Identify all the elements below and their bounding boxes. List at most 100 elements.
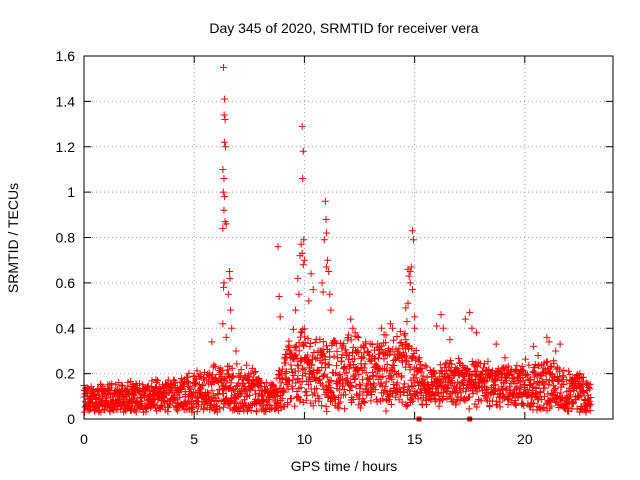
background-point (214, 391, 222, 399)
y-axis-label: SRMTID / TECUs (5, 183, 21, 293)
background-point (393, 333, 401, 341)
background-point (312, 355, 320, 363)
data-point (408, 227, 416, 235)
data-point (325, 268, 333, 276)
background-point (547, 402, 555, 410)
background-point (566, 370, 574, 378)
data-point (556, 340, 564, 348)
background-point (291, 402, 299, 410)
background-point (365, 351, 373, 359)
background-point (208, 396, 216, 404)
background-point (319, 338, 327, 346)
data-point (276, 313, 284, 321)
background-point (406, 366, 414, 374)
background-point (379, 395, 387, 403)
data-point (294, 274, 302, 282)
background-point (581, 395, 589, 403)
y-tick-label: 1.4 (56, 93, 76, 109)
background-point (460, 377, 468, 385)
background-point (382, 378, 390, 386)
background-point (465, 405, 473, 413)
background-point (422, 400, 430, 408)
background-point (438, 396, 446, 404)
background-point (546, 363, 554, 371)
background-point (212, 374, 220, 382)
data-point (298, 122, 306, 130)
data-point (351, 329, 359, 337)
background-point (360, 397, 368, 405)
data-point (295, 290, 303, 298)
background-point (341, 405, 349, 413)
background-point (292, 351, 300, 359)
background-point (300, 366, 308, 374)
background-point (504, 362, 512, 370)
background-point (579, 387, 587, 395)
data-point (220, 63, 228, 71)
data-point (232, 347, 240, 355)
background-point (540, 380, 548, 388)
background-point (282, 359, 290, 367)
background-point (241, 382, 249, 390)
background-point (567, 387, 575, 395)
background-point (412, 347, 420, 355)
background-point (402, 352, 410, 360)
background-point (281, 355, 289, 363)
background-point (522, 371, 530, 379)
background-point (398, 372, 406, 380)
background-point (103, 402, 111, 410)
background-point (472, 362, 480, 370)
background-point (292, 379, 300, 387)
background-point (585, 383, 593, 391)
background-point (309, 391, 317, 399)
background-point (579, 388, 587, 396)
background-point (330, 352, 338, 360)
background-point (96, 406, 104, 414)
data-point (307, 270, 315, 278)
background-point (285, 377, 293, 385)
background-point (315, 394, 323, 402)
background-point (301, 339, 309, 347)
background-point (200, 405, 208, 413)
background-point (228, 374, 236, 382)
background-point (321, 356, 329, 364)
data-point (472, 329, 480, 337)
y-tick-label: 1.6 (56, 48, 76, 64)
background-point (86, 405, 94, 413)
background-point (468, 387, 476, 395)
background-point (383, 366, 391, 374)
background-point (326, 353, 334, 361)
background-point (213, 408, 221, 416)
x-tick-label: 10 (297, 431, 313, 447)
background-point (587, 394, 595, 402)
background-point (512, 401, 520, 409)
background-point (342, 391, 350, 399)
background-point (369, 372, 377, 380)
background-point (535, 361, 543, 369)
background-point (362, 369, 370, 377)
background-point (320, 349, 328, 357)
data-point (437, 311, 445, 319)
background-point (397, 373, 405, 381)
background-point (357, 355, 365, 363)
background-point (298, 364, 306, 372)
background-point (346, 361, 354, 369)
background-point (355, 370, 363, 378)
background-point (246, 392, 254, 400)
data-point (468, 324, 476, 332)
background-point (94, 385, 102, 393)
background-point (371, 386, 379, 394)
background-point (334, 371, 342, 379)
background-point (280, 388, 288, 396)
background-point (225, 363, 233, 371)
data-point (219, 224, 227, 232)
background-point (242, 361, 250, 369)
data-point (501, 354, 509, 362)
x-tick-label: 5 (190, 431, 198, 447)
data-point (220, 206, 228, 214)
background-point (586, 397, 594, 405)
background-point (193, 408, 201, 416)
background-point (135, 380, 143, 388)
background-point (532, 390, 540, 398)
background-points (80, 325, 595, 416)
background-point (427, 394, 435, 402)
